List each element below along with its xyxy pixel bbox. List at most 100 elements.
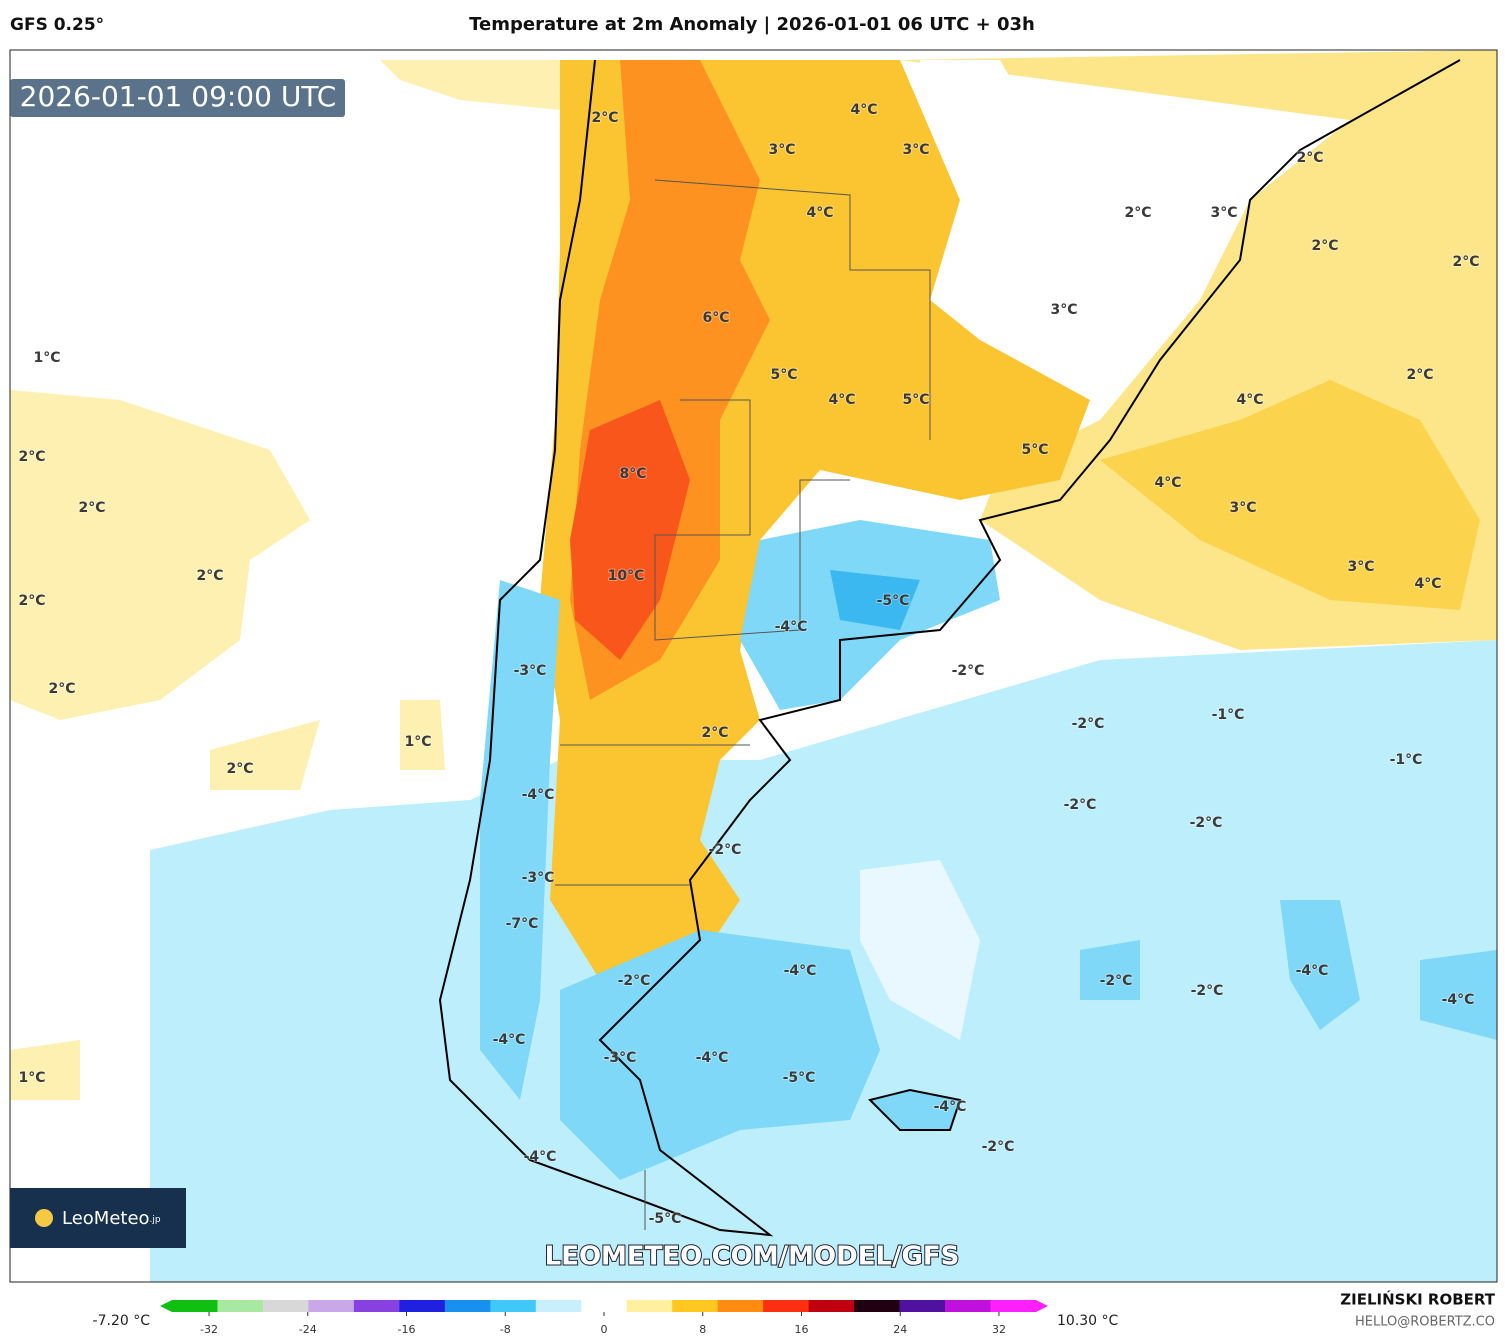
map-label: -4°C	[696, 1050, 729, 1066]
map-label: -2°C	[1100, 973, 1133, 989]
colorbar-segment	[308, 1300, 355, 1312]
map-label: 2°C	[1406, 367, 1433, 383]
colorbar-tick-label: 0	[601, 1323, 608, 1336]
map-label: 8°C	[619, 466, 646, 482]
colorbar-segment	[990, 1300, 1037, 1312]
colorbar-segment	[217, 1300, 264, 1312]
map-label: 1°C	[404, 734, 431, 750]
map-label: 10°C	[608, 568, 645, 584]
map-label: 2°C	[1452, 254, 1479, 270]
map-label: 4°C	[1154, 475, 1181, 491]
logo-name: LeoMeteo	[62, 1208, 150, 1229]
map-label: -2°C	[1072, 716, 1105, 732]
map-label: -1°C	[1390, 752, 1423, 768]
cold-core	[830, 570, 920, 630]
cold-patch	[560, 930, 880, 1180]
colorbar-segment	[672, 1300, 719, 1312]
author: ZIELIŃSKI ROBERT	[1340, 1290, 1495, 1309]
map-label: 3°C	[768, 142, 795, 158]
map-label: -4°C	[493, 1032, 526, 1048]
map-label: 1°C	[18, 1070, 45, 1086]
map-label: 5°C	[902, 392, 929, 408]
map-label: 3°C	[1347, 559, 1374, 575]
colorbar-max: 10.30 °C	[1057, 1313, 1119, 1329]
map-label: 2°C	[701, 725, 728, 741]
logo-sun	[35, 1209, 53, 1227]
colorbar-segment	[172, 1300, 218, 1312]
map-label: -2°C	[618, 973, 651, 989]
colorbar-tick-label: -16	[398, 1323, 416, 1336]
map-label: -5°C	[877, 593, 910, 609]
colorbar-tick-label: 16	[794, 1323, 808, 1336]
colorbar-arrow-left	[160, 1300, 172, 1312]
border	[555, 179, 931, 1230]
colorbar-tick-label: 32	[992, 1323, 1006, 1336]
map-label: 4°C	[1236, 392, 1263, 408]
map-label: 3°C	[1229, 500, 1256, 516]
colorbar-segment	[626, 1300, 673, 1312]
timestamp-box	[10, 79, 345, 117]
map-label: 2°C	[78, 500, 105, 516]
hot-core	[570, 400, 690, 660]
cold-patch	[1080, 900, 1497, 1040]
timestamp: 2026-01-01 09:00 UTC	[20, 80, 337, 113]
map-label: -2°C	[982, 1139, 1015, 1155]
colorbar-segment	[581, 1300, 628, 1312]
map-label: 2°C	[226, 761, 253, 777]
colorbar-segment	[717, 1300, 764, 1312]
cold-land	[480, 580, 560, 1100]
map-label: -4°C	[1296, 963, 1329, 979]
map-label: -5°C	[783, 1070, 816, 1086]
colorbar-tick-label: -24	[299, 1323, 317, 1336]
map-label: 4°C	[828, 392, 855, 408]
colorbar-tick-label: 8	[699, 1323, 706, 1336]
map-label: 2°C	[18, 449, 45, 465]
warm-area	[10, 700, 445, 1100]
map-label: -4°C	[775, 619, 808, 635]
map-label: -4°C	[1442, 992, 1475, 1008]
map-title: Temperature at 2m Anomaly | 2026-01-01 0…	[469, 14, 1035, 35]
map-labels: 2°C 3°C 4°C 3°C 4°C 2°C 2°C 3°C 2°C 2°C 6°C 3°C 1°C 5…	[17, 101, 1480, 1228]
map-label: 2°C	[1311, 238, 1338, 254]
coastline	[438, 59, 1461, 1237]
map-frame	[9, 49, 1498, 1283]
colorbar-tick-label: 24	[893, 1323, 907, 1336]
map-label: -4°C	[784, 963, 817, 979]
model-name: GFS 0.25°	[10, 15, 104, 35]
warm-area	[380, 60, 560, 110]
map-label: 2°C	[1296, 150, 1323, 166]
map-label: -3°C	[522, 870, 555, 886]
logo-suffix: .jp	[150, 1215, 161, 1225]
warm-ocean-core	[1100, 380, 1480, 610]
map-label: 5°C	[770, 367, 797, 383]
map-label: 3°C	[1050, 302, 1077, 318]
map-label: -4°C	[524, 1149, 557, 1165]
colorbar-tick-label: -8	[500, 1323, 511, 1336]
map-label: -7°C	[506, 916, 539, 932]
colorbar-segment	[490, 1300, 537, 1312]
map-label: 5°C	[1021, 442, 1048, 458]
colorbar-segment	[262, 1300, 309, 1312]
map-label: -2°C	[1191, 983, 1224, 999]
watermark: LEOMETEO.COM/MODEL/GFS	[545, 1242, 960, 1272]
colorbar-segment	[808, 1300, 855, 1312]
map-label: 3°C	[902, 142, 929, 158]
map-label: 1°C	[33, 350, 60, 366]
map-label: -2°C	[952, 663, 985, 679]
colorbar-segment	[899, 1300, 946, 1312]
colorbar-segment	[854, 1300, 901, 1312]
colorbar-segment	[399, 1300, 446, 1312]
map-label: 4°C	[806, 205, 833, 221]
map-label: 2°C	[1124, 205, 1151, 221]
map-label: 6°C	[702, 310, 729, 326]
colorbar: -32 -24 -16 -8 0 8 16 24 32	[160, 1300, 1048, 1336]
map-label: -2°C	[709, 842, 742, 858]
email: HELLO@ROBERTZ.CO	[1355, 1315, 1495, 1330]
map-label: -2°C	[1190, 815, 1223, 831]
map-label: 4°C	[1414, 576, 1441, 592]
warm-area	[10, 390, 310, 720]
colorbar-arrow-right	[1036, 1300, 1048, 1312]
colorbar-min: -7.20 °C	[93, 1313, 151, 1329]
